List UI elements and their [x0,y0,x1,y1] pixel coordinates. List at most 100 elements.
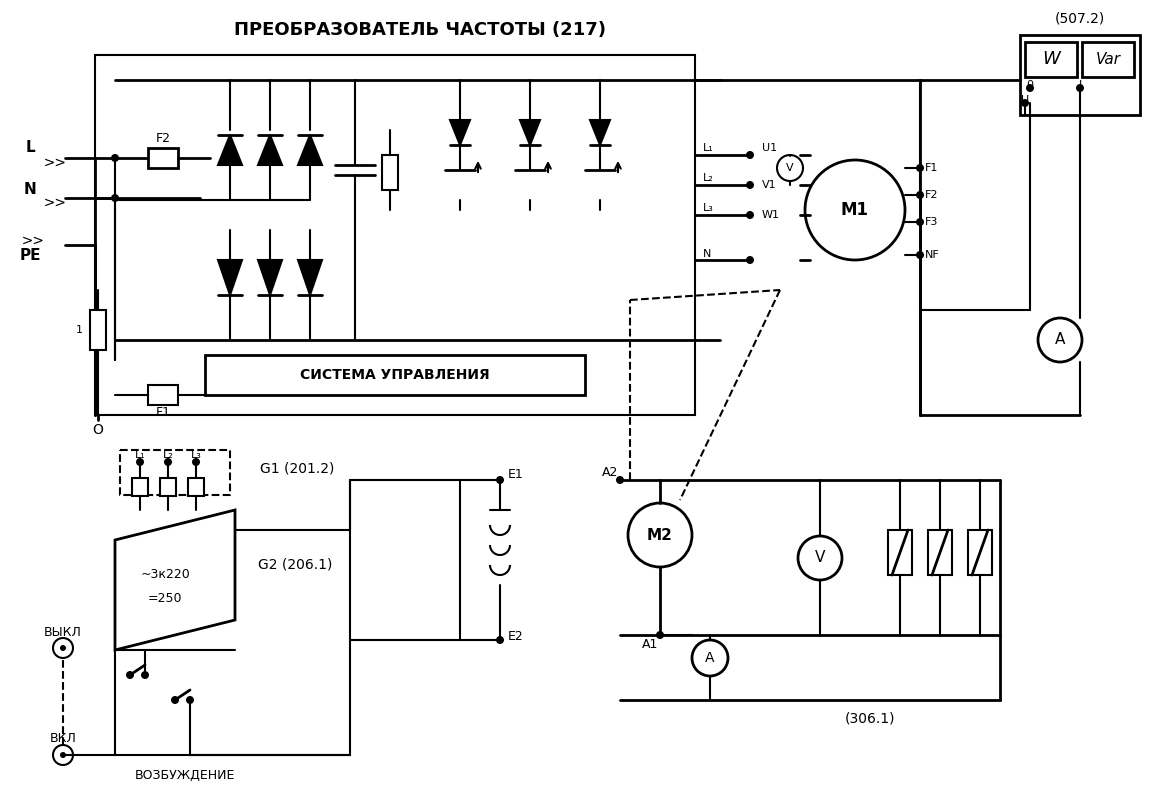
Text: A1: A1 [642,638,658,651]
Circle shape [495,476,504,484]
Text: F2: F2 [156,131,171,144]
Polygon shape [520,120,541,145]
Text: A: A [706,651,715,665]
Text: U: U [1021,95,1029,105]
Text: <<: << [40,153,64,167]
Circle shape [171,696,179,704]
Circle shape [916,164,924,172]
Bar [148,148,178,168]
Text: ПРЕОБРАЗОВАТЕЛЬ ЧАСТОТЫ (217): ПРЕОБРАЗОВАТЕЛЬ ЧАСТОТЫ (217) [234,21,606,39]
Text: G1 (201.2): G1 (201.2) [260,461,335,475]
Text: Var: Var [1095,52,1120,67]
Text: ВЫКЛ: ВЫКЛ [44,625,82,638]
Polygon shape [258,260,282,295]
Text: A2: A2 [602,466,618,479]
Bar [204,355,584,395]
Text: L₃: L₃ [703,203,714,213]
Text: V: V [787,163,793,173]
Text: <<: << [18,231,42,245]
Text: ВКЛ: ВКЛ [50,732,76,745]
Circle shape [60,645,66,651]
Text: <<: << [40,193,64,207]
Circle shape [746,211,754,219]
Bar [1024,42,1076,77]
Text: A: A [1055,333,1065,347]
Text: V1: V1 [762,180,776,190]
Text: N: N [23,182,36,197]
Polygon shape [298,260,322,295]
Text: PE: PE [20,247,40,263]
Polygon shape [298,135,322,165]
Bar [888,530,912,575]
Bar [148,385,178,405]
Circle shape [141,671,149,679]
Polygon shape [218,260,243,295]
Circle shape [111,194,119,202]
Circle shape [1076,84,1085,92]
Circle shape [1026,84,1034,92]
Text: W1: W1 [762,210,780,220]
Text: I: I [1079,80,1081,90]
Text: E2: E2 [508,629,523,642]
Bar [1082,42,1134,77]
Bar [161,478,176,496]
Text: F2: F2 [925,190,939,200]
Polygon shape [218,135,243,165]
Bar [927,530,952,575]
Circle shape [916,191,924,199]
Bar [968,530,992,575]
Text: V: V [814,550,825,566]
Circle shape [746,151,754,159]
Text: N: N [703,249,711,259]
Circle shape [656,631,664,639]
Text: NF: NF [925,250,940,260]
Bar [95,55,695,415]
Text: L: L [25,140,35,156]
Circle shape [192,458,200,466]
Circle shape [60,752,66,758]
Text: F3: F3 [925,217,938,227]
Bar [132,478,148,496]
Circle shape [1021,99,1029,107]
Bar [188,478,204,496]
Text: O: O [92,423,104,437]
Circle shape [126,671,134,679]
Text: ВОЗБУЖДЕНИЕ: ВОЗБУЖДЕНИЕ [135,768,236,782]
Circle shape [916,218,924,226]
Polygon shape [450,120,470,145]
Text: L₂: L₂ [163,450,173,460]
Circle shape [136,458,144,466]
Circle shape [164,458,172,466]
Text: L₁: L₁ [135,450,146,460]
Circle shape [916,251,924,259]
Text: 1: 1 [75,325,82,335]
Text: СИСТЕМА УПРАВЛЕНИЯ: СИСТЕМА УПРАВЛЕНИЯ [300,368,490,382]
Text: F1: F1 [156,405,171,418]
Text: (507.2): (507.2) [1055,11,1105,25]
Text: (306.1): (306.1) [844,711,895,725]
Polygon shape [258,135,282,165]
Circle shape [746,256,754,264]
Bar [90,310,106,350]
Text: G2 (206.1): G2 (206.1) [258,558,333,572]
Text: L₃: L₃ [191,450,201,460]
Text: M2: M2 [647,527,673,542]
Bar [1020,35,1140,115]
Polygon shape [590,120,610,145]
Text: M1: M1 [841,201,869,219]
Circle shape [746,181,754,189]
Text: =250: =250 [148,592,182,604]
Text: E1: E1 [508,468,523,481]
Circle shape [186,696,194,704]
Circle shape [495,636,504,644]
Text: L₂: L₂ [703,173,714,183]
Text: ~3к220: ~3к220 [140,568,189,581]
Circle shape [111,154,119,162]
Circle shape [616,476,624,484]
Text: U1: U1 [762,143,777,153]
Text: 0: 0 [1027,80,1034,90]
Bar [382,155,398,190]
Text: F1: F1 [925,163,938,173]
Text: L₁: L₁ [703,143,714,153]
Text: W: W [1042,50,1060,68]
